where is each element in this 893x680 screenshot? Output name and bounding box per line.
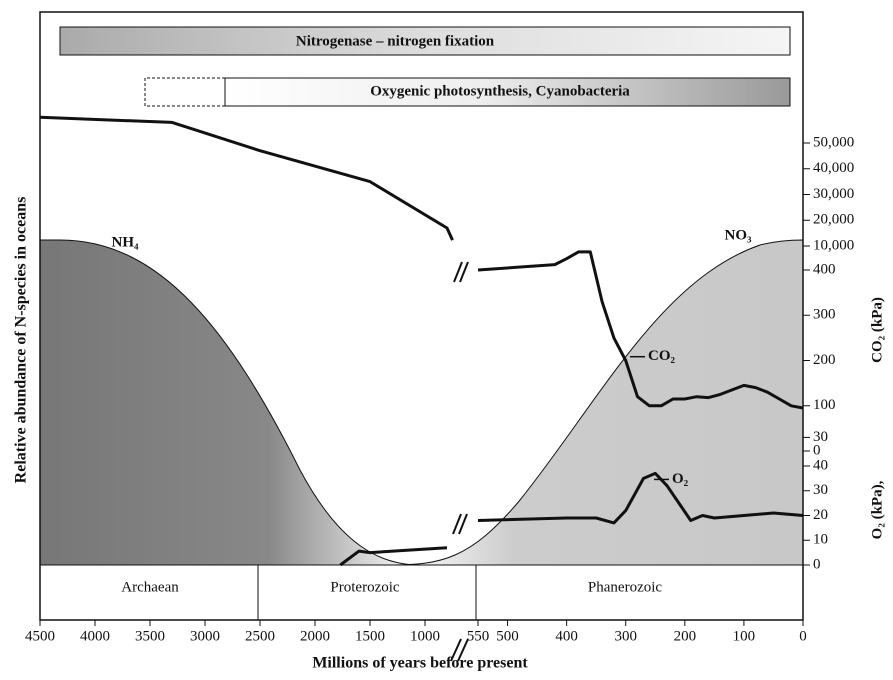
y-tick-label: 300 [813,307,836,323]
x-tick-label: 100 [733,628,756,644]
era-label: Archaean [121,579,179,595]
frame [39,11,804,621]
series-line [339,471,804,567]
y2-axis-title: O₂ (kPa), [869,480,885,539]
x-tick-label: 1000 [410,628,440,644]
x-tick-label: 4500 [25,628,55,644]
x-tick-label: 500 [496,628,519,644]
x-tick-label: 2000 [300,628,330,644]
y2-tick-label: 40 [813,457,828,473]
x-tick-label: 0 [799,628,807,644]
y2-tick-label: 30 [813,482,828,498]
era-label: Proterozoic [330,579,399,595]
y-tick-label: 0 [813,442,821,458]
marks: 4500 4000 3500 3000 2500 2000 1500 1000 550 500 40… [25,115,854,644]
photosynthesis-bar [224,77,791,107]
area-label: NO₃ [725,227,753,243]
series-line [39,115,804,410]
y-tick-label: 100 [813,397,836,413]
nh4-area [39,239,421,566]
y-axis-title: CO₂ (kPa) [869,297,885,363]
x-tick-label: 550 [467,628,490,644]
era-label: Phanerozoic [588,579,662,595]
x-tick-label: 1500 [355,628,385,644]
no3-area [389,239,804,566]
y-axis-label: Relative abundance of N-species in ocean… [13,197,30,484]
series-label: O₂ [672,471,689,487]
y-tick-label: 400 [813,261,836,277]
y-tick-label: 40,000 [813,160,854,176]
x-axis-label: Millions of years before present [312,655,528,672]
y-tick-label: 50,000 [813,134,854,150]
x-tick-label: 400 [555,628,578,644]
y-tick-label: 200 [813,352,836,368]
x-tick-label: 3500 [135,628,165,644]
y2-tick-label: 20 [813,507,828,523]
bar-label: Oxygenic photosynthesis, Cyanobacteria [370,83,630,99]
x-tick-label: 300 [614,628,637,644]
x-tick-label: 200 [674,628,697,644]
y2-tick-label: 10 [813,532,828,548]
y-tick-label: 30,000 [813,186,854,202]
area-label: NH₄ [112,234,140,250]
y-tick-label: 30 [813,429,828,445]
y2-tick-label: 0 [813,556,821,572]
nitrogenase-bar [59,26,791,56]
bar-label: Nitrogenase – nitrogen fixation [296,33,495,49]
break-marks [450,261,469,662]
series-label: CO₂ [648,348,676,364]
x-tick-label: 3000 [190,628,220,644]
dashed-bar [144,77,225,107]
y-tick-label: 20,000 [813,212,854,228]
x-tick-label: 4000 [80,628,110,644]
y-tick-label: 10,000 [813,237,854,253]
x-tick-label: 2500 [245,628,275,644]
